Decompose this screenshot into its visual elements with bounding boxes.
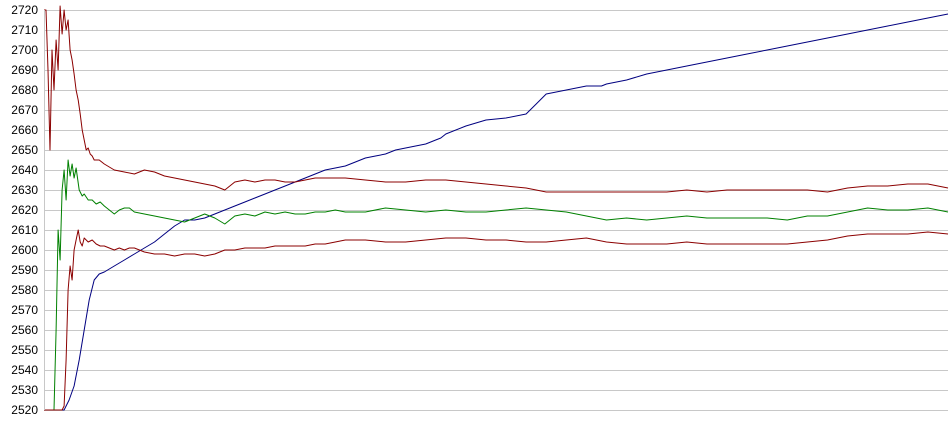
y-tick-label: 2710 — [11, 23, 38, 37]
y-tick-label: 2640 — [11, 163, 38, 177]
series-line-4 — [44, 229, 949, 411]
y-tick-label: 2690 — [11, 63, 38, 77]
y-tick-label: 2600 — [11, 243, 38, 257]
y-tick-label: 2550 — [11, 343, 38, 357]
y-tick-label: 2670 — [11, 103, 38, 117]
y-tick-label: 2700 — [11, 43, 38, 57]
y-tick-label: 2660 — [11, 123, 38, 137]
y-axis-tick-labels: 2520 2530 2540 2550 2560 2570 2580 2590 2600 2610… — [11, 3, 38, 417]
y-tick-label: 2580 — [11, 283, 38, 297]
series-line-3 — [44, 5, 949, 193]
y-tick-label: 2720 — [11, 3, 38, 17]
chart-series — [44, 5, 949, 411]
y-tick-label: 2560 — [11, 323, 38, 337]
chart-grid — [44, 10, 948, 411]
y-tick-label: 2570 — [11, 303, 38, 317]
y-tick-label: 2620 — [11, 203, 38, 217]
y-tick-label: 2650 — [11, 143, 38, 157]
y-tick-label: 2530 — [11, 383, 38, 397]
y-tick-label: 2610 — [11, 223, 38, 237]
y-tick-label: 2520 — [11, 403, 38, 417]
y-tick-label: 2590 — [11, 263, 38, 277]
series-line-2 — [44, 159, 949, 411]
y-tick-label: 2630 — [11, 183, 38, 197]
series-line-1 — [44, 13, 949, 411]
y-tick-label: 2540 — [11, 363, 38, 377]
y-tick-label: 2680 — [11, 83, 38, 97]
